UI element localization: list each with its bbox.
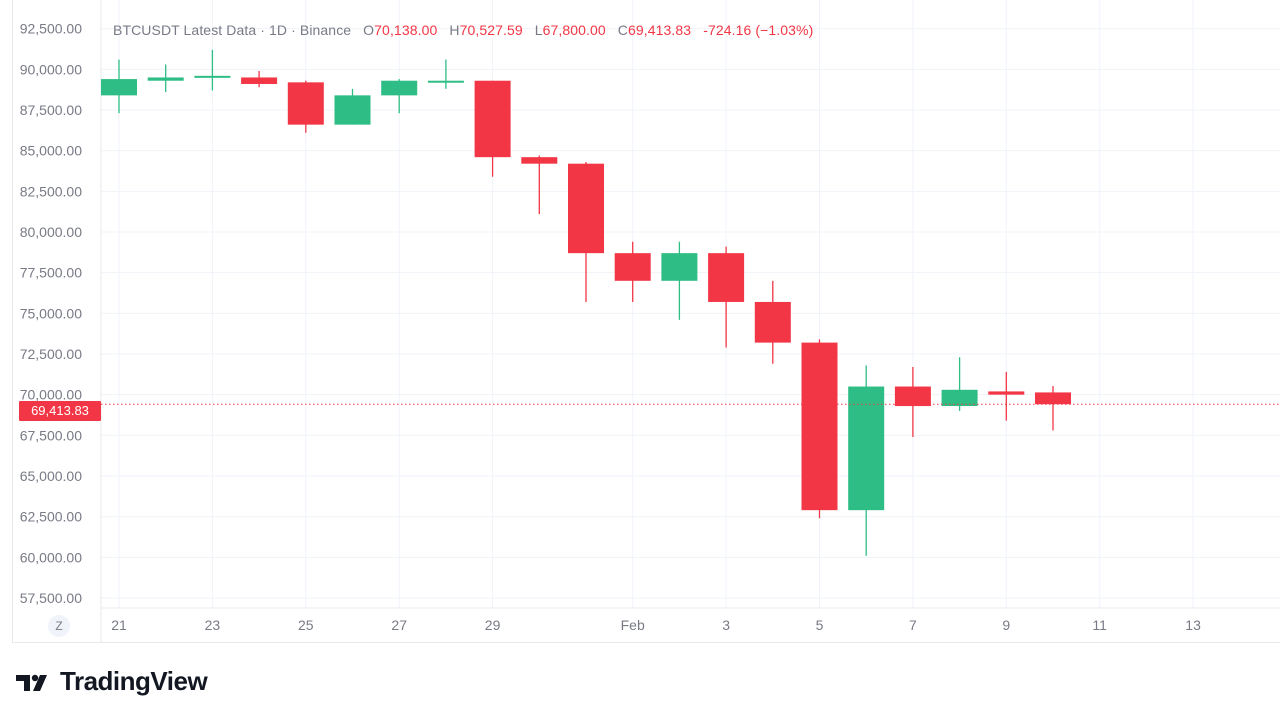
tradingview-logo-icon xyxy=(16,674,47,691)
legend-close-value: 69,413.83 xyxy=(628,22,692,38)
candle-body xyxy=(381,80,418,96)
y-tick-label: 75,000.00 xyxy=(20,305,82,321)
x-tick-label: 11 xyxy=(1092,617,1107,633)
legend-high-label: H xyxy=(449,22,460,38)
candle-body xyxy=(287,82,324,125)
candle-body xyxy=(988,391,1025,395)
x-tick-label: 25 xyxy=(298,617,314,633)
zoom-reset-button[interactable]: Z xyxy=(48,615,70,637)
x-tick-label: Feb xyxy=(621,617,645,633)
x-tick-label: 9 xyxy=(1002,617,1010,633)
candle-body xyxy=(568,163,604,254)
legend-interval: 1D xyxy=(269,22,288,38)
last-price-tag: 69,413.83 xyxy=(19,401,101,421)
tradingview-logo-text: TradingView xyxy=(60,666,208,696)
legend-exchange: Binance xyxy=(299,22,352,38)
y-tick-label: 92,500.00 xyxy=(20,21,82,37)
candle-body xyxy=(754,301,791,343)
candle-body xyxy=(614,253,651,281)
candle-body xyxy=(941,389,978,407)
candle-body xyxy=(521,157,558,164)
y-tick-label: 57,500.00 xyxy=(20,590,82,606)
candle-body xyxy=(427,80,464,83)
y-tick-label: 87,500.00 xyxy=(20,102,82,118)
x-tick-label: 23 xyxy=(205,617,221,633)
candle-body xyxy=(334,95,371,125)
legend-open-label: O xyxy=(363,22,375,38)
candle-body xyxy=(147,77,184,81)
legend-low-value: 67,800.00 xyxy=(542,22,606,38)
y-tick-label: 82,500.00 xyxy=(20,183,82,199)
candle-body xyxy=(194,75,231,78)
y-tick-label: 90,000.00 xyxy=(20,61,82,77)
y-tick-label: 70,000.00 xyxy=(20,387,82,403)
x-tick-label: 7 xyxy=(909,617,917,633)
legend-open-value: 70,138.00 xyxy=(374,22,438,38)
candle-body xyxy=(708,253,745,302)
x-tick-label: 27 xyxy=(391,617,407,633)
candle-body xyxy=(474,80,511,158)
legend-symbol: BTCUSDT Latest Data xyxy=(113,22,257,38)
y-tick-label: 65,000.00 xyxy=(20,468,82,484)
y-tick-label: 72,500.00 xyxy=(20,346,82,362)
candle-body xyxy=(101,79,137,96)
legend-high-value: 70,527.59 xyxy=(459,22,523,38)
legend-change: -724.16 (−1.03%) xyxy=(703,22,814,38)
y-tick-label: 62,500.00 xyxy=(20,509,82,525)
legend-close-label: C xyxy=(617,22,629,38)
candle-body xyxy=(848,386,885,511)
candle-body xyxy=(1035,392,1071,405)
x-tick-label: 21 xyxy=(111,617,127,633)
candle-body xyxy=(661,253,698,281)
candlestick-chart[interactable]: 57,500.00 60,000.00 62,500.00 65,000.00 67,5… xyxy=(13,0,1280,642)
candle-body xyxy=(241,77,278,84)
y-tick-label: 77,500.00 xyxy=(20,265,82,281)
candle-body xyxy=(801,342,838,511)
y-tick-label: 80,000.00 xyxy=(20,224,82,240)
y-tick-label: 85,000.00 xyxy=(20,143,82,159)
legend-dot-1: · xyxy=(260,22,266,38)
candle-body xyxy=(894,386,931,407)
y-tick-label: 60,000.00 xyxy=(20,549,82,565)
x-tick-label: 13 xyxy=(1185,617,1201,633)
x-tick-label: 29 xyxy=(485,617,501,633)
legend-low-label: L xyxy=(534,22,543,38)
y-tick-label: 67,500.00 xyxy=(20,427,82,443)
chart-frame[interactable]: 57,500.00 60,000.00 62,500.00 65,000.00 67,5… xyxy=(12,0,1280,643)
x-tick-label: 3 xyxy=(722,617,730,633)
legend-dot-2: · xyxy=(291,22,296,38)
x-tick-label: 5 xyxy=(816,617,824,633)
tradingview-logo: TradingView xyxy=(16,666,208,697)
chart-legend: BTCUSDT Latest Data · 1D · Binance O70,138.0… xyxy=(113,22,813,38)
